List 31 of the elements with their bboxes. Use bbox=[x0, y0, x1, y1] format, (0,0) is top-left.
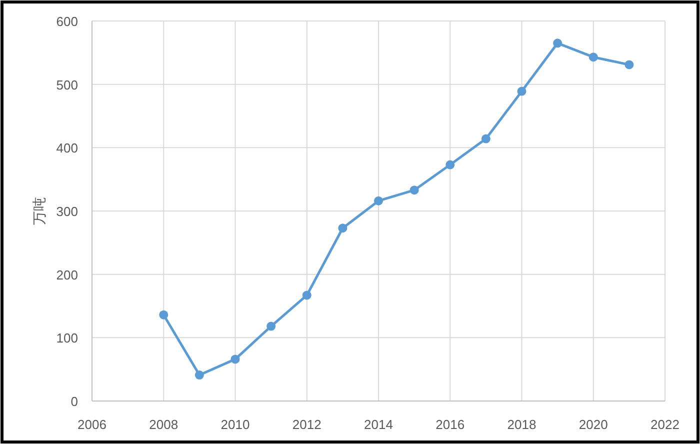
point bbox=[338, 224, 348, 233]
x-tick-label: 2022 bbox=[650, 417, 680, 432]
point bbox=[517, 86, 526, 96]
point bbox=[374, 196, 383, 206]
x-tick-label: 2006 bbox=[78, 417, 106, 432]
y-tick-label: 400 bbox=[56, 140, 78, 156]
y-axis-title: 万吨 bbox=[31, 197, 47, 225]
point bbox=[230, 354, 240, 364]
point bbox=[624, 60, 634, 70]
point bbox=[446, 160, 455, 170]
point bbox=[194, 370, 204, 380]
point bbox=[302, 290, 312, 300]
y-tick-label: 0 bbox=[70, 394, 78, 409]
y-tick-label: 500 bbox=[56, 77, 78, 92]
x-tick-label: 2014 bbox=[364, 417, 393, 432]
point bbox=[588, 52, 598, 62]
x-tick-label: 2016 bbox=[436, 417, 465, 432]
y-tick-label: 600 bbox=[56, 14, 78, 29]
x-tick-label: 2012 bbox=[292, 417, 322, 432]
point bbox=[159, 310, 168, 320]
point bbox=[266, 322, 276, 331]
x-tick-label: 2010 bbox=[220, 417, 250, 432]
point bbox=[410, 186, 419, 195]
x-tick-label: 2008 bbox=[149, 417, 178, 432]
x-tick-label: 2018 bbox=[507, 417, 536, 432]
y-tick-label: 300 bbox=[56, 204, 78, 219]
y-tick-label: 100 bbox=[56, 330, 78, 346]
point bbox=[481, 134, 490, 144]
x-tick-label: 2020 bbox=[578, 417, 608, 432]
point bbox=[553, 38, 562, 48]
y-tick-label: 200 bbox=[56, 267, 78, 282]
